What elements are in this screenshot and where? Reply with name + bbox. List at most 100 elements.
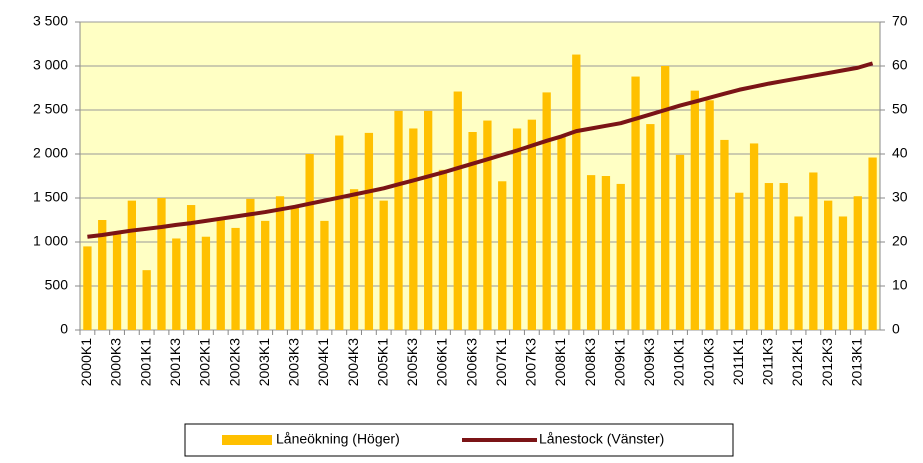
bar	[290, 206, 299, 330]
legend	[184, 423, 734, 457]
x-tick-label: 2002K1	[197, 338, 213, 386]
bar	[379, 200, 388, 330]
bar	[246, 198, 255, 330]
bar	[868, 157, 877, 330]
x-tick-label: 2004K1	[315, 338, 331, 386]
y-tick-label: 1 000	[33, 233, 68, 249]
y2-tick-label: 0	[892, 321, 900, 337]
y-tick-label: 3 500	[33, 13, 68, 29]
bar	[735, 192, 744, 330]
y-tick-label: 0	[60, 321, 68, 337]
bar	[438, 169, 448, 330]
bar	[838, 216, 848, 330]
x-tick-label: 2010K1	[671, 338, 687, 386]
bar	[98, 220, 107, 330]
plot-area	[79, 21, 881, 331]
bar	[557, 136, 566, 330]
bar	[320, 220, 329, 330]
y-tick-label: 1 500	[33, 189, 68, 205]
bar	[601, 176, 611, 330]
bar	[453, 91, 462, 331]
bar	[409, 128, 418, 330]
x-tick-label: 2005K3	[404, 338, 420, 386]
x-tick-label: 2012K1	[789, 338, 805, 386]
y2-tick-label: 30	[892, 189, 908, 205]
bar	[424, 110, 433, 330]
bar	[572, 54, 581, 331]
bar	[468, 132, 477, 330]
x-tick-label: 2000K3	[108, 338, 124, 386]
y2-tick-label: 50	[892, 101, 908, 117]
bar	[794, 216, 803, 330]
x-tick-label: 2011K3	[760, 338, 776, 385]
x-tick-label: 2007K1	[493, 338, 509, 386]
legend-label: Låneökning (Höger)	[276, 431, 400, 447]
bar	[335, 135, 344, 330]
bar	[172, 238, 181, 330]
bar	[764, 183, 774, 330]
bar	[142, 270, 151, 330]
y2-tick-label: 60	[892, 57, 908, 73]
bar	[305, 154, 314, 330]
line	[87, 61, 874, 239]
bar	[512, 128, 522, 330]
bar	[349, 189, 359, 330]
x-tick-label: 2001K1	[137, 338, 153, 386]
bar	[646, 124, 655, 330]
bar	[631, 76, 640, 330]
bar	[498, 181, 507, 330]
y2-tick-label: 70	[892, 13, 908, 29]
bar	[394, 110, 403, 330]
x-tick-label: 2009K3	[641, 338, 657, 386]
x-tick-label: 2011K1	[730, 338, 746, 385]
x-tick-label: 2013K1	[848, 338, 864, 386]
bar	[586, 175, 596, 330]
bar	[705, 100, 714, 330]
bar	[83, 246, 92, 330]
bar	[690, 90, 699, 330]
x-tick-label: 2002K3	[226, 338, 242, 386]
y-tick-label: 2 000	[33, 145, 68, 161]
legend-label: Lånestock (Vänster)	[539, 431, 664, 447]
y-tick-label: 2 500	[33, 101, 68, 117]
y2-tick-label: 10	[892, 277, 908, 293]
x-tick-label: 2003K1	[256, 338, 272, 386]
x-tick-label: 2008K1	[552, 338, 568, 386]
bar	[157, 198, 166, 330]
bar	[824, 200, 833, 330]
bar	[483, 120, 492, 330]
x-tick-label: 2006K3	[463, 338, 479, 386]
legend-swatch	[222, 435, 272, 445]
bar	[527, 119, 536, 331]
bar	[112, 233, 122, 330]
y-tick-label: 3 000	[33, 57, 68, 73]
bar	[853, 196, 862, 330]
bar	[216, 217, 225, 330]
bar	[542, 92, 551, 331]
bar	[127, 200, 136, 330]
x-tick-label: 2007K3	[523, 338, 539, 386]
y-tick-label: 500	[45, 277, 69, 293]
x-tick-label: 2010K3	[700, 338, 716, 386]
bar	[675, 154, 685, 330]
x-tick-label: 2001K3	[167, 338, 183, 386]
x-tick-label: 2008K3	[582, 338, 598, 386]
bar	[231, 227, 240, 330]
bar	[275, 196, 285, 330]
x-tick-label: 2005K1	[374, 338, 390, 386]
x-tick-label: 2004K3	[345, 338, 361, 386]
bar	[720, 139, 729, 330]
bar	[749, 143, 759, 330]
x-tick-label: 2003K3	[286, 338, 302, 386]
x-tick-label: 2000K1	[78, 338, 94, 386]
x-tick-label: 2006K1	[434, 338, 450, 386]
bar	[809, 172, 818, 330]
x-tick-label: 2012K3	[819, 338, 835, 386]
bar	[186, 205, 196, 330]
bar	[661, 66, 670, 330]
y2-tick-label: 40	[892, 145, 908, 161]
y2-tick-label: 20	[892, 233, 908, 249]
bar	[201, 236, 211, 330]
